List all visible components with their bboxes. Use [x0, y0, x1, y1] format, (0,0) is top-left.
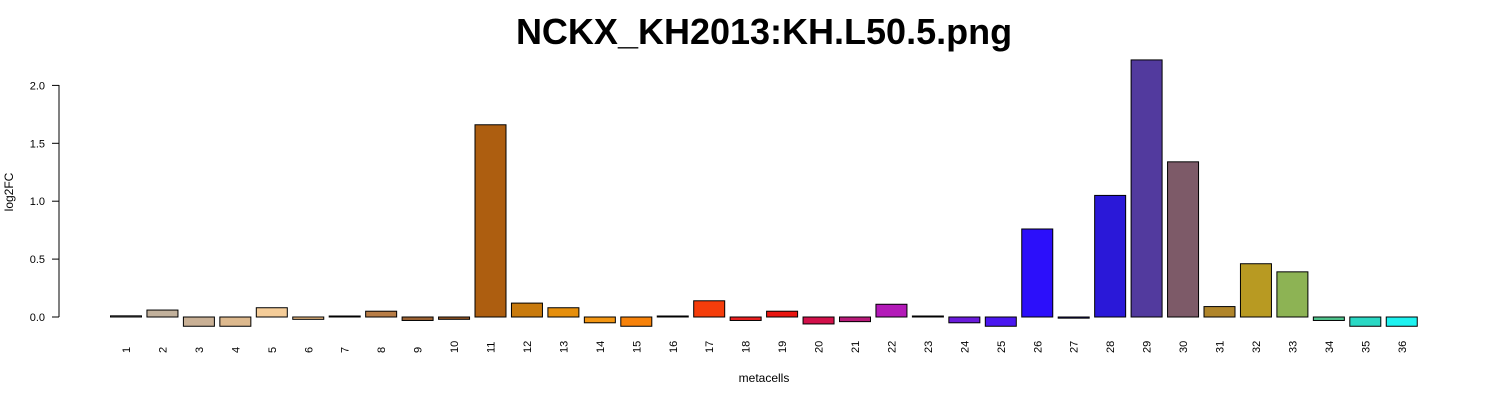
bar-metacell-20	[802, 316, 835, 325]
bar-metacell-8	[365, 310, 398, 318]
x-tick-label: 12	[522, 341, 534, 353]
x-tick-label: 1	[121, 347, 133, 353]
y-tick-label: 0.5	[30, 254, 45, 266]
bar-metacell-36	[1385, 316, 1418, 327]
x-axis-label: metacells	[739, 371, 790, 385]
bar-metacell-34	[1312, 316, 1345, 321]
bar-metacell-26	[1021, 228, 1054, 318]
x-tick-label: 23	[923, 341, 935, 353]
bar-metacell-31	[1203, 306, 1236, 318]
x-axis-tick-labels: 1 2 3 4 5 6 7 8 9 10 11 12 13 14 15 16 17 18 19 20 21 22 23 24 2…	[121, 341, 1409, 353]
bar-metacell-23	[911, 315, 944, 318]
bar-metacell-33	[1276, 271, 1309, 318]
bar-metacell-24	[948, 316, 981, 324]
y-axis-label: log2FC	[2, 172, 16, 211]
x-tick-label: 33	[1287, 341, 1299, 353]
y-axis-ticks: 0.0 0.5 1.0 1.5 2.0	[30, 80, 59, 324]
chart-title: NCKX_KH2013:KH.L50.5.png	[516, 11, 1012, 52]
bar-metacell-27	[1057, 316, 1090, 319]
x-tick-label: 16	[668, 341, 680, 353]
bar-metacell-28	[1094, 194, 1127, 318]
bar-metacell-16	[656, 315, 689, 318]
x-tick-label: 2	[157, 347, 169, 353]
bar-metacell-17	[693, 300, 726, 318]
y-tick-label: 1.5	[30, 138, 45, 150]
x-tick-label: 30	[1178, 341, 1190, 353]
bar-metacell-10	[438, 316, 471, 320]
x-tick-label: 6	[303, 347, 315, 353]
x-tick-label: 18	[741, 341, 753, 353]
x-tick-label: 3	[194, 347, 206, 353]
bar-metacell-22	[875, 303, 908, 318]
x-tick-label: 4	[230, 347, 242, 353]
x-tick-label: 34	[1324, 341, 1336, 353]
bar-metacell-11	[474, 124, 507, 318]
bars	[110, 59, 1418, 327]
bar-metacell-25	[984, 316, 1017, 327]
bar-metacell-12	[510, 302, 543, 318]
x-tick-label: 21	[850, 341, 862, 353]
x-tick-label: 9	[413, 347, 425, 353]
x-tick-label: 7	[340, 347, 352, 353]
bar-metacell-30	[1167, 161, 1200, 318]
bar-metacell-13	[547, 307, 580, 318]
y-tick-label: 1.0	[30, 196, 45, 208]
bar-metacell-3	[182, 316, 215, 327]
bar-metacell-32	[1239, 263, 1272, 318]
x-tick-label: 25	[996, 341, 1008, 353]
bar-metacell-1	[110, 315, 142, 318]
bar-metacell-5	[255, 307, 288, 318]
y-tick-label: 0.0	[30, 312, 45, 324]
bar-metacell-2	[146, 309, 179, 318]
x-tick-label: 8	[376, 347, 388, 353]
x-tick-label: 22	[886, 341, 898, 353]
x-tick-label: 28	[1105, 341, 1117, 353]
x-tick-label: 35	[1360, 341, 1372, 353]
x-tick-label: 13	[558, 341, 570, 353]
bar-metacell-19	[766, 310, 799, 318]
bar-metacell-7	[328, 315, 361, 318]
x-tick-label: 5	[267, 347, 279, 353]
bar-metacell-29	[1130, 59, 1163, 318]
x-tick-label: 27	[1069, 341, 1081, 353]
bar-metacell-35	[1349, 316, 1382, 327]
bar-metacell-9	[401, 316, 434, 321]
x-tick-label: 17	[704, 341, 716, 353]
x-tick-label: 26	[1032, 341, 1044, 353]
x-tick-label: 19	[777, 341, 789, 353]
y-tick-label: 2.0	[30, 80, 45, 92]
x-tick-label: 36	[1397, 341, 1409, 353]
x-tick-label: 31	[1215, 341, 1227, 353]
x-tick-label: 14	[595, 341, 607, 353]
bar-metacell-18	[729, 316, 762, 321]
bar-metacell-4	[219, 316, 252, 327]
bar-metacell-6	[292, 316, 325, 320]
bar-metacell-15	[620, 316, 653, 327]
x-tick-label: 32	[1251, 341, 1263, 353]
bar-metacell-14	[583, 316, 616, 324]
x-tick-label: 29	[1142, 341, 1154, 353]
x-tick-label: 15	[631, 341, 643, 353]
x-tick-label: 10	[449, 341, 461, 353]
x-tick-label: 20	[814, 341, 826, 353]
x-tick-label: 24	[959, 341, 971, 353]
x-tick-label: 11	[486, 342, 498, 353]
bar-metacell-21	[839, 316, 871, 323]
